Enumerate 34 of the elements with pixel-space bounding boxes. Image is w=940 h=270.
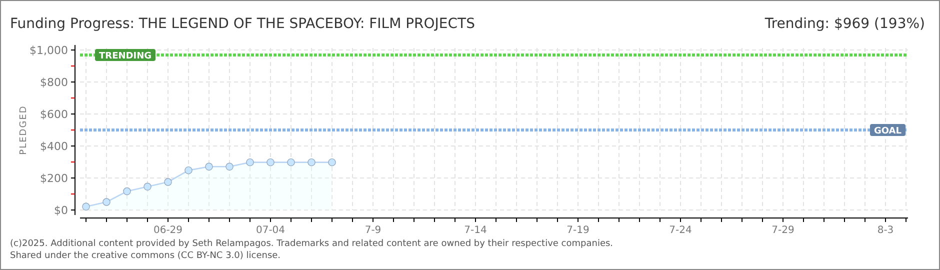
y-tick-label: $600 [40,108,68,121]
point [246,158,254,166]
point [266,158,274,166]
point [328,158,336,166]
point [287,158,295,166]
ref-line-label: GOAL [874,126,902,136]
y-axis-title: PLEDGED [19,105,29,155]
point [308,158,316,166]
y-tick-label: $400 [40,140,68,153]
x-tick-label: 7-14 [464,225,487,236]
chart-title: Funding Progress: THE LEGEND OF THE SPACEBOY: FILM PROJECTS [10,16,476,32]
point [205,162,213,170]
text: (c)2025. Additional content provided by Seth Relampagos. Trademarks and related content are owned by their respective companies. [10,239,614,249]
ref-line-label: TRENDING [99,51,152,62]
chart-subtitle: Trending: $969 (193%) [764,16,925,32]
point [164,178,172,186]
point [226,162,234,170]
x-tick-label: 06-29 [153,225,183,236]
x-tick-label: 8-3 [877,225,894,236]
point [144,182,152,190]
x-tick-label: 7-24 [669,225,692,236]
x-tick-label: 07-04 [256,225,286,236]
x-tick-label: 7-29 [772,225,794,236]
y-tick-label: $800 [40,76,68,89]
point [82,202,90,210]
y-tick-label: $200 [40,172,68,185]
x-tick-label: 7-9 [364,225,382,236]
point [123,187,131,196]
y-tick-label: $1,000 [30,44,68,57]
point [102,198,110,206]
point [184,166,192,174]
text: Shared under the creative commons (CC BY-NC 3.0) license. [10,251,281,261]
y-tick-label: $0 [54,204,68,217]
x-tick-label: 7-19 [566,225,590,236]
